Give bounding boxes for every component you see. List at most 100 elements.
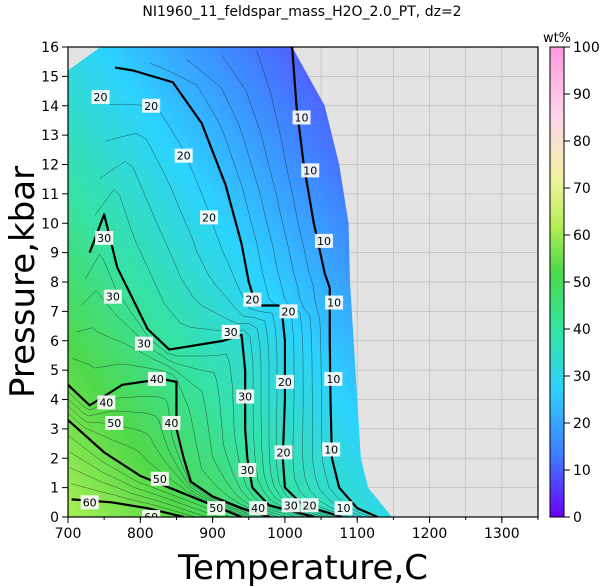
contour-label: 10 [314,233,333,248]
contour-label-box [279,304,298,319]
colorbar-tick-label: 30 [573,369,591,385]
contour-label: 30 [238,463,257,477]
contour-label-text: 10 [303,164,317,177]
colorbar-tick-label: 0 [573,510,582,526]
contour-label: 10 [325,295,344,310]
y-tick-label: 16 [41,40,59,56]
contour-label: 20 [300,498,319,513]
contour-label-box [249,501,268,516]
contour-label: 40 [97,395,116,410]
x-tick-label: 800 [127,526,154,542]
y-tick-label: 10 [41,216,59,232]
contour-label-text: 20 [94,91,108,104]
thin-contour-line [185,59,357,517]
contour-label-text: 30 [238,391,252,404]
y-tick-label: 6 [50,334,59,350]
thin-contour-line [72,358,280,517]
contour-label-box [238,463,257,477]
contour-label-text: 10 [327,297,341,310]
contour-label-box [95,230,114,245]
contour-label-text: 30 [97,232,111,245]
y-tick-label: 2 [50,451,59,467]
contour-label: 30 [134,336,153,351]
contour-label-box [243,292,262,307]
contour-label-box [292,110,311,125]
contour-label-box [207,501,226,516]
y-tick-label: 15 [41,69,59,85]
y-tick-label: 14 [41,99,59,115]
x-axis-title: Temperature,C [177,548,428,587]
x-tick-label: 700 [55,526,82,542]
colorbar-tick-label: 70 [573,181,591,197]
contour-label-text: 30 [137,338,151,351]
contour-label-box [325,295,344,310]
colorbar-ticks: 0 10 20 30 40 50 60 70 80 90 100 [564,40,600,526]
y-tick-label: 11 [41,187,59,203]
y-tick-label: 8 [50,275,59,291]
x-tick-label: 1200 [412,526,448,542]
contour-label-box [200,210,218,225]
contour-label-text: 30 [106,291,120,304]
contour-label: 60 [80,495,99,510]
contour-label-text: 10 [336,502,350,515]
contour-label: 20 [200,210,218,225]
contour-label: 20 [91,89,110,104]
colorbar-tick-label: 10 [573,463,591,479]
contour-label: 30 [95,230,114,245]
contour-label-text: 60 [144,511,158,524]
contour-label-box [274,445,293,460]
thin-contour-line [104,133,332,517]
contour-label: 10 [334,501,353,516]
contour-label-box [334,501,353,516]
contour-labels: 20 20 20 20 20 20 20 20 20 10 10 10 10 10 10 10 30 30 30 30… [80,89,353,524]
contour-label-text: 40 [164,417,178,430]
contour-label-text: 40 [251,502,265,515]
contour-label: 20 [274,445,293,460]
contour-label-box [80,495,99,510]
contour-label-box [236,389,255,404]
thin-contour-line [150,63,350,517]
thin-contour-line [85,253,306,517]
y-tick-label: 4 [50,393,59,409]
thin-contour-line [76,327,288,517]
x-tick-label: 1100 [339,526,375,542]
contour-label-text: 10 [326,373,340,386]
contour-label-text: 40 [150,373,164,386]
contour-label-text: 20 [202,211,216,224]
contour-label-box [275,374,294,389]
x-tick-label: 900 [199,526,226,542]
contour-label: 10 [324,371,343,386]
y-tick-label: 12 [41,158,59,174]
contour-label: 20 [142,98,161,113]
colorbar-tick-label: 50 [573,275,591,291]
contour-label-box [324,371,343,386]
colorbar-tick-label: 60 [573,228,591,244]
contour-label-text: 60 [83,496,97,509]
contour-label-text: 10 [324,443,338,456]
contour-label-box [221,324,240,339]
contour-label: 10 [322,442,341,457]
colorbar-tick-label: 90 [573,87,591,103]
colorbar [549,46,565,518]
y-tick-label: 7 [50,304,59,320]
contour-label-text: 30 [284,499,298,512]
contour-label: 40 [162,416,181,430]
contour-label: 50 [105,416,124,430]
y-tick-label: 1 [50,481,59,497]
contour-label: 40 [249,501,268,516]
contour-label: 20 [243,292,262,307]
contour-label-box [103,289,122,304]
x-tick-label: 1000 [267,526,303,542]
contour-label: 30 [221,324,240,339]
y-tick-label: 3 [50,422,59,438]
contour-label: 30 [103,289,122,304]
y-tick-label: 0 [50,510,59,526]
contour-label-box [142,510,161,517]
contour-label: 60 [142,510,161,524]
contour-label-text: 40 [99,396,113,409]
contour-label-text: 30 [224,326,238,339]
contour-label-text: 20 [303,499,317,512]
y-tick-label: 5 [50,363,59,379]
thin-contours [68,51,371,517]
contour-label-text: 20 [177,150,191,163]
